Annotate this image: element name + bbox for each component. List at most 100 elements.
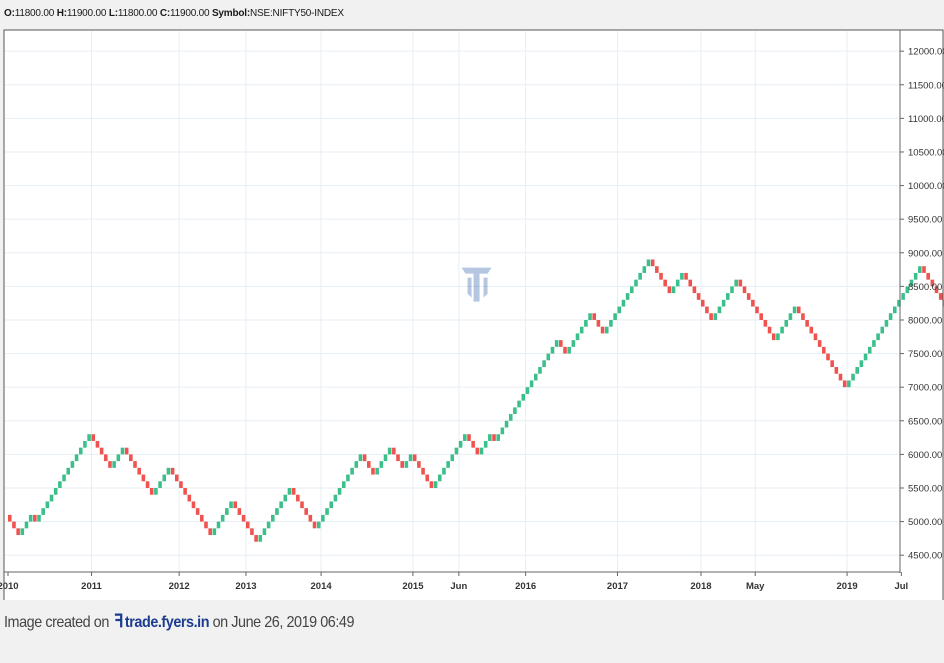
down-brick: [91, 434, 96, 441]
down-brick: [137, 467, 141, 475]
down-brick: [771, 333, 776, 341]
down-brick: [813, 333, 818, 341]
down-brick: [245, 521, 250, 529]
y-tick-label: 4500.00: [908, 551, 942, 562]
up-brick: [776, 333, 780, 341]
up-brick: [646, 259, 651, 267]
up-brick: [675, 279, 680, 287]
footer-caption: Image created on ꟻ trade.fyers.in on June…: [4, 611, 354, 632]
up-brick: [717, 306, 722, 314]
y-tick-label: 11000.00: [908, 114, 944, 125]
down-brick: [149, 487, 154, 495]
up-brick: [863, 353, 868, 361]
down-brick: [179, 481, 183, 488]
y-tick-label: 9000.00: [908, 248, 942, 259]
chart-background: [3, 29, 944, 600]
high-value: 11900.00: [66, 8, 107, 19]
y-tick-label: 8000.00: [908, 315, 942, 326]
down-brick: [759, 313, 763, 320]
down-brick: [417, 461, 421, 468]
down-brick: [204, 521, 208, 529]
up-brick: [730, 286, 734, 294]
up-brick: [120, 447, 125, 455]
up-brick: [617, 306, 622, 314]
up-brick: [220, 514, 225, 522]
down-brick: [396, 454, 400, 462]
up-brick: [567, 346, 571, 354]
up-brick: [517, 400, 521, 408]
down-brick: [650, 259, 655, 267]
up-brick: [358, 454, 363, 462]
down-brick: [291, 487, 296, 495]
up-brick: [270, 514, 275, 522]
close-label: C:: [159, 8, 170, 19]
x-tick-label: Jul: [894, 581, 908, 592]
down-brick: [934, 286, 939, 294]
x-tick-label: Jun: [450, 581, 467, 592]
up-brick: [321, 514, 325, 522]
up-brick: [216, 521, 221, 529]
up-brick: [262, 528, 267, 536]
down-brick: [8, 514, 12, 522]
up-brick: [450, 454, 455, 462]
up-brick: [325, 508, 329, 515]
down-brick: [187, 494, 192, 502]
down-brick: [367, 461, 371, 468]
x-tick-label: 2016: [515, 581, 536, 592]
up-brick: [333, 494, 338, 502]
up-brick: [680, 272, 684, 280]
y-tick-label: 5000.00: [908, 517, 942, 528]
down-brick: [655, 266, 659, 273]
up-brick: [859, 360, 864, 368]
down-brick: [471, 440, 475, 448]
down-brick: [104, 454, 108, 462]
down-brick: [809, 326, 814, 334]
up-brick: [525, 387, 530, 394]
x-tick-label: 2017: [607, 581, 628, 592]
up-brick: [888, 313, 893, 320]
price-axis[interactable]: 4500.00 5000.00 5500.00 6000.00 6500.00 7000.…: [899, 30, 944, 573]
up-brick: [454, 447, 459, 455]
up-brick: [279, 501, 283, 509]
down-brick: [667, 286, 672, 294]
down-brick: [805, 319, 809, 327]
up-brick: [283, 494, 288, 502]
up-brick: [918, 266, 922, 273]
up-brick: [855, 367, 860, 374]
open-value: 11800.00: [14, 8, 55, 19]
down-brick: [233, 501, 237, 509]
down-brick: [200, 514, 204, 522]
down-brick: [16, 528, 20, 536]
down-brick: [300, 501, 304, 509]
up-brick: [83, 440, 87, 448]
watermark-glyph: [461, 267, 492, 302]
up-brick: [575, 333, 580, 341]
up-brick: [408, 454, 413, 462]
down-brick: [99, 447, 104, 455]
down-brick: [738, 279, 743, 287]
up-brick: [734, 279, 738, 287]
down-brick: [425, 474, 430, 482]
down-brick: [392, 447, 396, 455]
up-brick: [37, 514, 41, 522]
renko-chart[interactable]: 4500.00 5000.00 5500.00 6000.00 6500.00 7000.…: [0, 0, 944, 600]
down-brick: [700, 299, 705, 307]
x-tick-label: 2018: [690, 581, 711, 592]
up-brick: [634, 279, 638, 287]
up-brick: [20, 528, 25, 536]
footer-brand-link[interactable]: trade.fyers.in: [124, 614, 210, 631]
up-brick: [630, 286, 634, 294]
x-tick-label: May: [746, 581, 765, 592]
down-brick: [312, 521, 317, 529]
time-axis[interactable]: 2010 2011 2012 2013 2014 2015 Jun 2016 2017 2018 M…: [0, 571, 908, 592]
y-tick-label: 7500.00: [908, 349, 942, 360]
down-brick: [796, 306, 801, 314]
down-brick: [926, 272, 930, 280]
up-brick: [893, 306, 897, 314]
x-tick-label: 2011: [81, 581, 102, 592]
up-brick: [287, 487, 292, 495]
up-brick: [905, 286, 910, 294]
up-brick: [508, 414, 513, 421]
down-brick: [563, 346, 567, 354]
down-brick: [304, 508, 308, 515]
